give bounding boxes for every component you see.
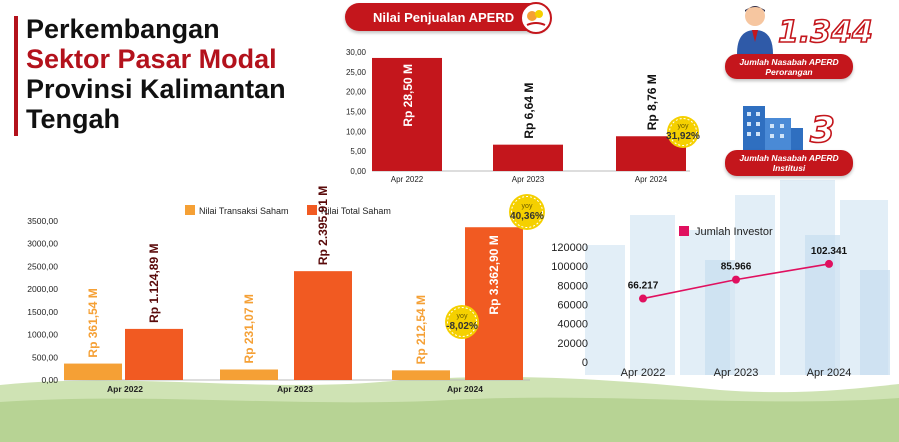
- saham-yoy-badge-transaksi-value: -8,02%: [446, 321, 478, 332]
- saham-legend-label-total: Nilai Total Saham: [321, 206, 391, 216]
- saham-legend-swatch-transaksi: [185, 205, 195, 215]
- saham-y-tick-label: 0,00: [41, 375, 58, 385]
- saham-data-label-total: Rp 2.395,91 M: [316, 186, 330, 265]
- aperd-x-tick-label: Apr 2024: [635, 175, 668, 184]
- title-line-3: Provinsi Kalimantan: [26, 74, 286, 104]
- aperd-header-pill: Nilai Penjualan APERD: [345, 3, 550, 31]
- title-line-2: Sektor Pasar Modal: [26, 44, 277, 74]
- person-icon: [737, 6, 773, 54]
- investor-x-tick-label: Apr 2024: [807, 367, 852, 379]
- saham-legend-swatch-total: [307, 205, 317, 215]
- saham-data-label-total: Rp 1.124,89 M: [147, 244, 161, 323]
- saham-yoy-badge-total-label: yoy: [522, 203, 533, 210]
- building-icon: [743, 106, 803, 154]
- building-silhouettes-front: [705, 235, 890, 375]
- investor-data-label: 85.966: [721, 262, 752, 273]
- saham-y-tick-label: 2500,00: [27, 261, 58, 271]
- saham-y-tick-label: 3500,00: [27, 216, 58, 226]
- investor-y-tick-label: 120000: [551, 242, 588, 254]
- saham-yoy-badge-transaksi-ring: [447, 307, 477, 337]
- aperd-yoy-badge-label: yoy: [678, 123, 689, 130]
- saham-bar-total: [465, 227, 523, 380]
- aperd-x-tick-label: Apr 2022: [391, 175, 424, 184]
- saham-bar-transaksi: [64, 363, 122, 380]
- saham-yoy-badge-transaksi-label: yoy: [457, 313, 468, 320]
- saham-x-tick-label: Apr 2022: [107, 384, 143, 394]
- saham-x-tick-label: Apr 2024: [447, 384, 483, 394]
- individual-customer-label-1: Jumlah Nasabah APERD: [739, 57, 839, 67]
- saham-yoy-badge-transaksi-circle: [445, 305, 479, 339]
- aperd-y-tick-label: 25,00: [346, 68, 367, 77]
- investor-y-tick-label: 60000: [557, 300, 588, 312]
- saham-data-label-total: Rp 3.362,90 M: [487, 235, 501, 314]
- aperd-data-label: Rp 6,64 M: [522, 83, 536, 139]
- saham-yoy-badge-total-ring: [511, 196, 543, 228]
- aperd-yoy-badge-circle: [667, 116, 699, 148]
- saham-y-tick-label: 1500,00: [27, 307, 58, 317]
- saham-bar-transaksi: [220, 369, 278, 380]
- investor-data-label: 66.217: [628, 281, 659, 292]
- aperd-y-tick-label: 15,00: [346, 108, 367, 117]
- aperd-data-label: Rp 28,50 M: [401, 64, 415, 127]
- investor-legend-swatch: [679, 226, 689, 236]
- individual-customer-count: 1.344: [777, 14, 874, 51]
- saham-y-tick-label: 2000,00: [27, 284, 58, 294]
- saham-y-tick-label: 1000,00: [27, 330, 58, 340]
- investor-x-tick-label: Apr 2022: [621, 367, 666, 379]
- saham-data-label-transaksi: Rp 361,54 M: [86, 288, 100, 357]
- aperd-y-tick-label: 10,00: [346, 127, 367, 136]
- investor-y-tick-label: 40000: [557, 319, 588, 331]
- aperd-x-tick-label: Apr 2023: [512, 175, 545, 184]
- saham-x-tick-label: Apr 2023: [277, 384, 313, 394]
- investor-point: [732, 275, 740, 284]
- individual-customer-pill: Jumlah Nasabah APERD Perorangan: [725, 54, 853, 79]
- title-accent-bar: [14, 16, 18, 136]
- institution-customer-pill: Jumlah Nasabah APERD Institusi: [725, 150, 853, 176]
- saham-legend-label-transaksi: Nilai Transaksi Saham: [199, 206, 289, 216]
- investor-data-label: 102.341: [811, 246, 848, 257]
- saham-bar-total: [294, 271, 352, 380]
- aperd-yoy-badge-value: 31,92%: [666, 131, 700, 142]
- title-line-4: Tengah: [26, 104, 120, 134]
- investor-y-tick-label: 100000: [551, 261, 588, 273]
- saham-yoy-badge-total-value: 40,36%: [510, 211, 544, 222]
- aperd-header-label: Nilai Penjualan APERD: [373, 10, 515, 25]
- aperd-yoy-badge-ring: [669, 118, 697, 146]
- investor-point: [639, 294, 647, 303]
- title-line-1: Perkembangan: [26, 14, 220, 44]
- saham-data-label-transaksi: Rp 231,07 M: [242, 294, 256, 363]
- institution-customer-count: 3: [809, 109, 836, 152]
- aperd-y-tick-label: 0,00: [350, 167, 366, 176]
- investor-point: [825, 259, 833, 268]
- aperd-y-tick-label: 30,00: [346, 48, 367, 57]
- institution-customer-label-1: Jumlah Nasabah APERD: [739, 153, 839, 163]
- saham-y-tick-label: 500,00: [32, 352, 58, 362]
- aperd-y-tick-label: 5,00: [350, 147, 366, 156]
- investor-x-tick-label: Apr 2023: [714, 367, 759, 379]
- institution-customer-label-2: Institusi: [772, 163, 806, 173]
- saham-data-label-transaksi: Rp 212,54 M: [414, 295, 428, 364]
- investor-y-tick-label: 80000: [557, 280, 588, 292]
- aperd-bar: [493, 144, 563, 171]
- investor-legend-label: Jumlah Investor: [695, 226, 773, 238]
- saham-bar-total: [125, 328, 183, 380]
- aperd-data-label: Rp 8,76 M: [645, 74, 659, 130]
- hill-front: [0, 397, 899, 442]
- aperd-bar: [372, 57, 442, 172]
- saham-yoy-badge-total-circle: [509, 194, 545, 230]
- individual-customer-label-2: Perorangan: [765, 67, 813, 77]
- aperd-coins-icon: [520, 2, 552, 34]
- saham-bar-transaksi: [392, 370, 450, 380]
- investor-y-tick-label: 0: [582, 357, 588, 369]
- saham-y-tick-label: 3000,00: [27, 239, 58, 249]
- investor-y-tick-label: 20000: [557, 338, 588, 350]
- aperd-y-tick-label: 20,00: [346, 88, 367, 97]
